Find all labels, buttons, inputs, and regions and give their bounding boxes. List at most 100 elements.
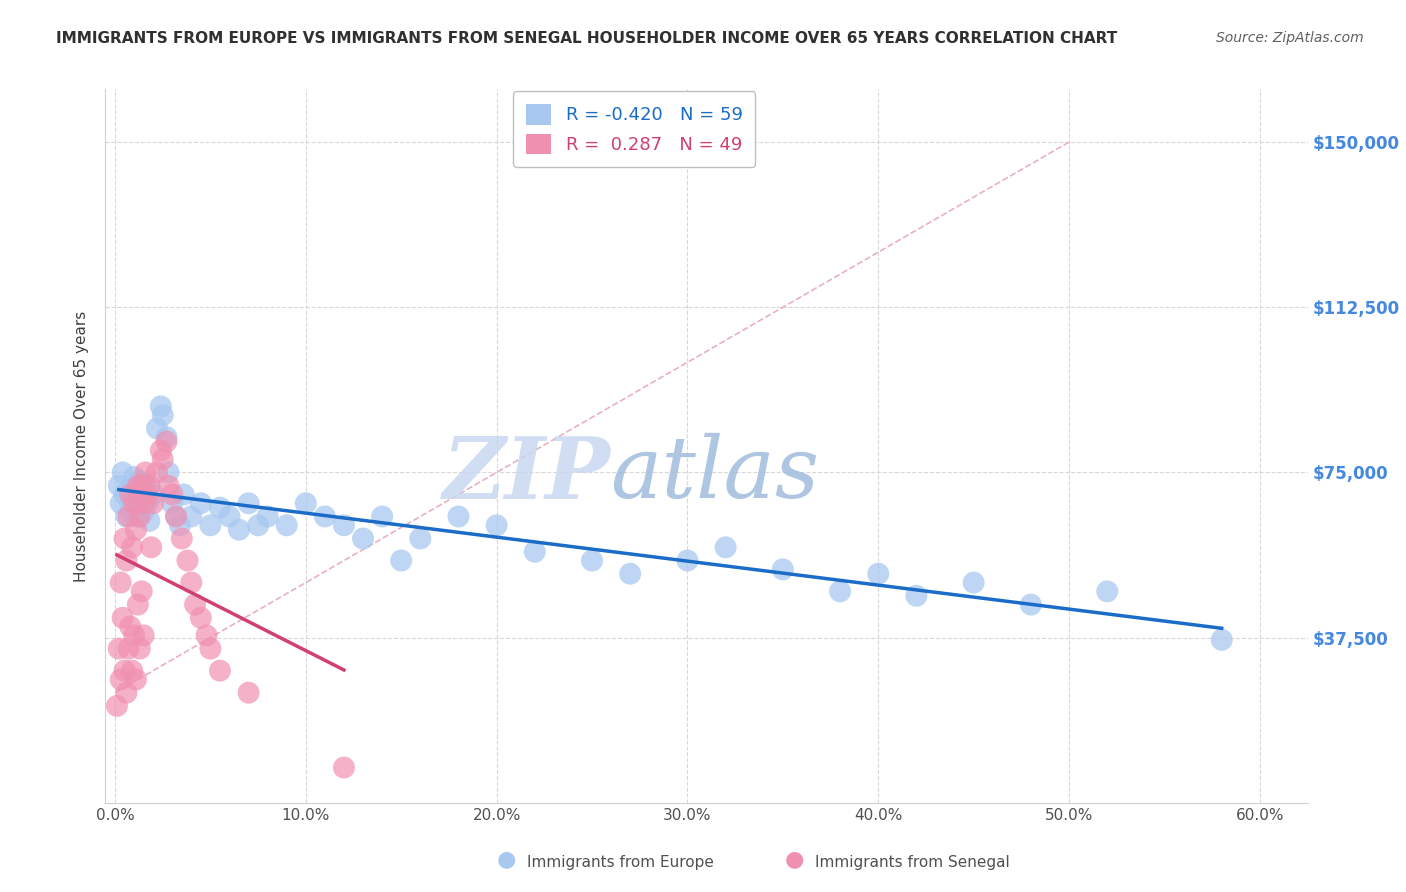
Point — [868, 566, 890, 581]
Point — [447, 509, 470, 524]
Point — [1097, 584, 1119, 599]
Point — [136, 487, 159, 501]
Point — [157, 466, 180, 480]
Point — [962, 575, 984, 590]
Point — [135, 478, 157, 492]
Point — [114, 487, 136, 501]
Point — [136, 496, 159, 510]
Point — [170, 532, 193, 546]
Point — [772, 562, 794, 576]
Point — [195, 628, 218, 642]
Point — [165, 509, 187, 524]
Point — [149, 400, 172, 414]
Text: ZIP: ZIP — [443, 433, 610, 516]
Point — [132, 496, 155, 510]
Point — [117, 641, 139, 656]
Point — [371, 509, 394, 524]
Point — [180, 575, 202, 590]
Text: ●: ● — [785, 850, 804, 870]
Point — [127, 598, 149, 612]
Point — [333, 760, 356, 774]
Text: Immigrants from Europe: Immigrants from Europe — [527, 855, 714, 870]
Point — [162, 496, 183, 510]
Point — [523, 545, 546, 559]
Text: ●: ● — [496, 850, 516, 870]
Point — [714, 541, 737, 555]
Point — [314, 509, 336, 524]
Point — [121, 541, 143, 555]
Point — [110, 575, 132, 590]
Point — [122, 470, 145, 484]
Point — [117, 483, 139, 497]
Point — [141, 541, 163, 555]
Point — [295, 496, 318, 510]
Point — [127, 478, 149, 492]
Point — [152, 408, 174, 422]
Point — [131, 478, 153, 492]
Point — [352, 532, 374, 546]
Point — [115, 509, 138, 524]
Point — [157, 478, 180, 492]
Y-axis label: Householder Income Over 65 years: Householder Income Over 65 years — [75, 310, 90, 582]
Point — [1019, 598, 1042, 612]
Point — [138, 478, 160, 492]
Point — [111, 611, 134, 625]
Point — [115, 686, 138, 700]
Point — [120, 496, 142, 510]
Point — [218, 509, 240, 524]
Point — [131, 491, 153, 506]
Point — [146, 466, 169, 480]
Point — [121, 664, 143, 678]
Point — [165, 509, 187, 524]
Point — [122, 628, 145, 642]
Point — [125, 523, 148, 537]
Point — [1211, 632, 1233, 647]
Point — [115, 553, 138, 567]
Point — [190, 496, 212, 510]
Point — [110, 496, 132, 510]
Point — [122, 496, 145, 510]
Point — [169, 518, 191, 533]
Point — [125, 673, 148, 687]
Point — [132, 505, 155, 519]
Point — [619, 566, 641, 581]
Point — [485, 518, 508, 533]
Point — [131, 584, 153, 599]
Point — [114, 664, 136, 678]
Point — [125, 487, 148, 501]
Point — [142, 496, 165, 510]
Point — [333, 518, 356, 533]
Point — [142, 487, 165, 501]
Point — [111, 466, 134, 480]
Point — [128, 509, 150, 524]
Legend: R = -0.420   N = 59, R =  0.287   N = 49: R = -0.420 N = 59, R = 0.287 N = 49 — [513, 91, 755, 167]
Point — [828, 584, 851, 599]
Point — [108, 641, 131, 656]
Point — [146, 421, 169, 435]
Point — [155, 430, 177, 444]
Point — [128, 475, 150, 489]
Point — [208, 664, 231, 678]
Point — [108, 478, 131, 492]
Point — [135, 466, 157, 480]
Point — [190, 611, 212, 625]
Point — [180, 509, 202, 524]
Point — [114, 532, 136, 546]
Text: atlas: atlas — [610, 434, 820, 516]
Point — [132, 628, 155, 642]
Point — [208, 500, 231, 515]
Point — [149, 443, 172, 458]
Text: Source: ZipAtlas.com: Source: ZipAtlas.com — [1216, 31, 1364, 45]
Point — [389, 553, 412, 567]
Point — [409, 532, 432, 546]
Point — [238, 686, 260, 700]
Point — [247, 518, 270, 533]
Text: Immigrants from Senegal: Immigrants from Senegal — [815, 855, 1011, 870]
Point — [162, 487, 183, 501]
Point — [176, 553, 198, 567]
Point — [127, 509, 149, 524]
Point — [276, 518, 298, 533]
Point — [184, 598, 207, 612]
Point — [138, 514, 160, 528]
Point — [228, 523, 250, 537]
